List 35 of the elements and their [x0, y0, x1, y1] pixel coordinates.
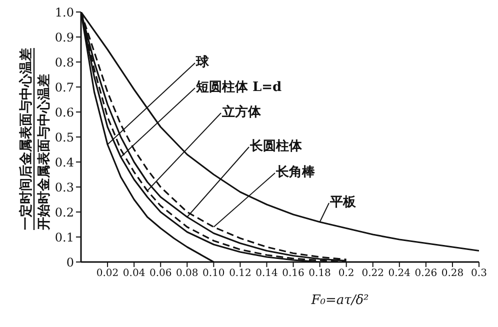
- annotation: 平板: [329, 195, 357, 210]
- y-tick-label: 0.8: [54, 55, 74, 70]
- annotation: 立方体: [221, 104, 262, 120]
- annotation: 长圆柱体: [249, 139, 303, 154]
- x-tick-label: 0.2: [338, 268, 354, 280]
- y-tick-label: 0.1: [54, 230, 74, 244]
- x-tick-label: 0.28: [441, 268, 464, 280]
- y-tick-label: 0.4: [54, 155, 74, 170]
- x-tick-label: 0.10: [202, 268, 225, 280]
- x-tick-label: 0.12: [229, 268, 252, 280]
- x-tick-label: 0.18: [308, 268, 331, 280]
- y-tick-label: 0.5: [54, 130, 74, 144]
- x-tick-label: 0.3: [471, 268, 487, 280]
- y-tick-label: 1.0: [54, 5, 74, 20]
- annotation: 短圆柱体 L=d: [195, 80, 282, 95]
- x-tick-label: 0.24: [388, 268, 411, 280]
- y-tick-label: 0.6: [54, 105, 74, 120]
- x-tick-label: 0.02: [96, 268, 119, 280]
- y-tick-label: 0.2: [54, 205, 74, 220]
- x-tick-label: 0.14: [256, 268, 278, 280]
- x-axis-title: F₀=aτ/δ²: [310, 293, 369, 308]
- x-tick-label: 0.04: [122, 268, 146, 280]
- y-tick-label: 0.7: [54, 80, 74, 94]
- x-tick-label: 0.26: [414, 268, 438, 280]
- x-tick-label: 0.22: [362, 268, 384, 280]
- y-tick-label: 0.9: [54, 30, 74, 44]
- x-tick-label: 0.16: [282, 268, 304, 280]
- annotation: 长角棒: [275, 165, 316, 180]
- text: 开始时金属表面与中心温差: [36, 74, 52, 231]
- x-tick-label: 0.06: [149, 268, 172, 280]
- y-axis-title: 一定时间后金属表面与中心温差: [18, 48, 34, 230]
- y-tick-label: 0.3: [54, 180, 74, 194]
- y-tick-label: 0: [66, 255, 74, 270]
- annotation: 球: [195, 54, 210, 70]
- x-tick-label: 0.08: [176, 268, 198, 280]
